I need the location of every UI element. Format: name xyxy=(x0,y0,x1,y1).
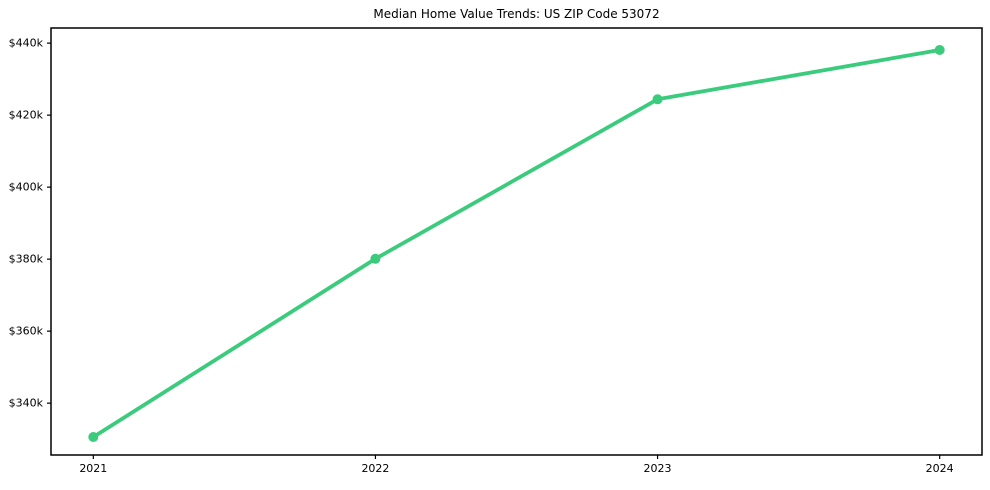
x-tick-label: 2021 xyxy=(79,462,107,475)
trend-line xyxy=(91,48,942,439)
x-tick-label: 2022 xyxy=(361,462,389,475)
x-tick-label: 2023 xyxy=(644,462,672,475)
x-tick-label: 2024 xyxy=(926,462,954,475)
chart-title: Median Home Value Trends: US ZIP Code 53… xyxy=(373,7,660,21)
data-point-marker xyxy=(370,253,381,264)
y-tick-label: $440k xyxy=(9,37,44,50)
y-tick-label: $420k xyxy=(9,109,44,122)
data-point-marker xyxy=(88,431,99,442)
y-tick-label: $340k xyxy=(9,397,44,410)
y-tick-label: $400k xyxy=(9,181,44,194)
y-tick-label: $360k xyxy=(9,325,44,338)
y-tick-label: $380k xyxy=(9,253,44,266)
data-point-marker xyxy=(652,94,663,105)
axes-box xyxy=(50,27,983,456)
data-point-marker xyxy=(934,44,945,55)
